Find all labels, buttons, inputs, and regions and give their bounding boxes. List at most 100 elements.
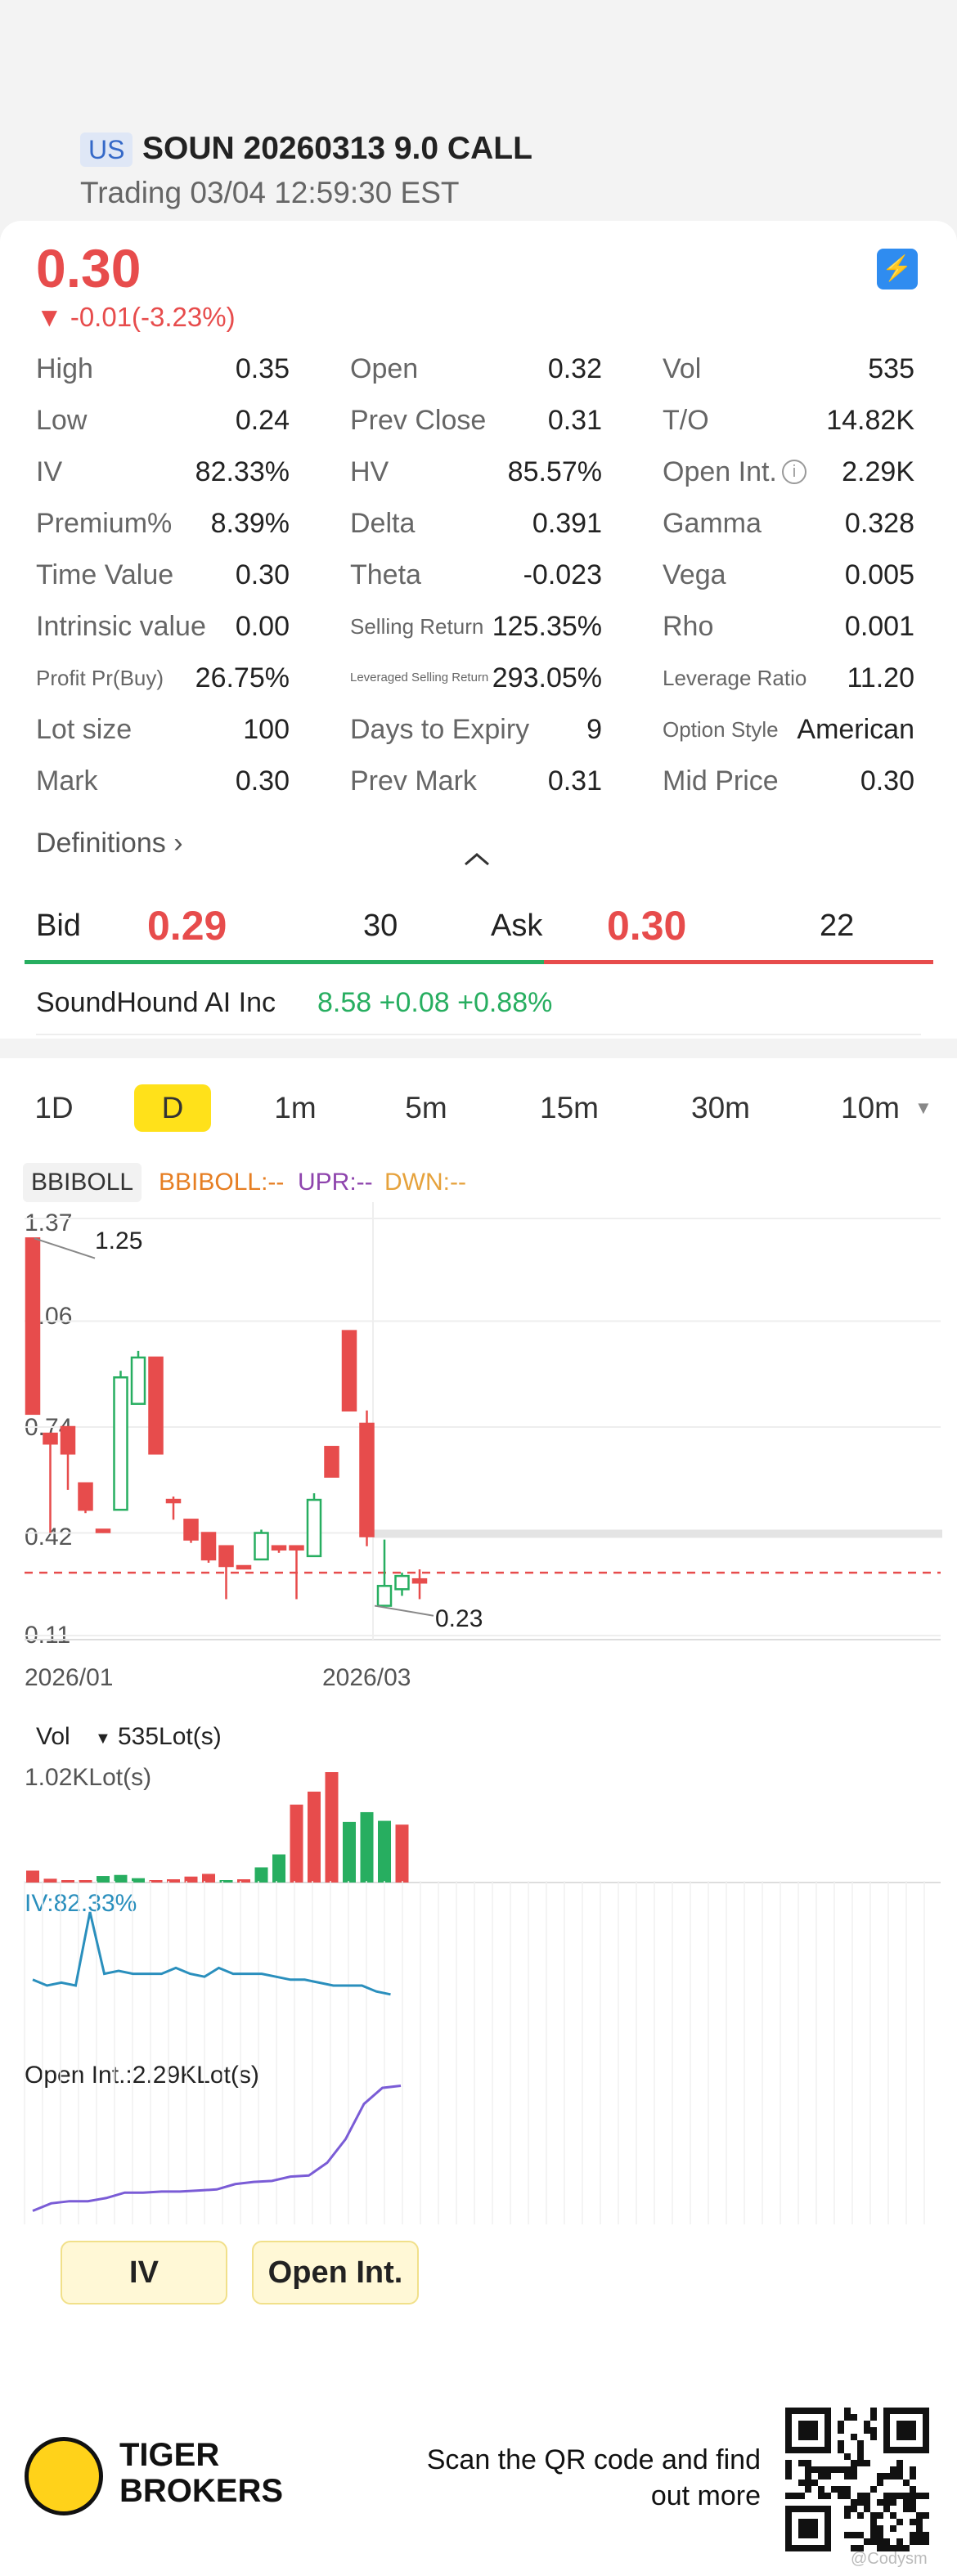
ask-price[interactable]: 0.30	[607, 903, 687, 949]
qr-module	[923, 2512, 929, 2519]
stat-label: Vol	[663, 353, 702, 384]
qr-module	[910, 2519, 916, 2525]
qr-module	[883, 2499, 890, 2506]
volume-label: Vol	[36, 1723, 70, 1750]
stat-label: HV	[350, 456, 389, 487]
price-chart[interactable]	[0, 1194, 957, 1652]
brand-name: TIGER BROKERS	[119, 2437, 283, 2509]
qr-module	[851, 2434, 857, 2440]
qr-module	[890, 2512, 896, 2519]
stat-value: American	[797, 714, 914, 745]
candle-body	[359, 1422, 375, 1537]
qr-module	[890, 2466, 896, 2473]
tab-1d[interactable]: 1D	[34, 1091, 74, 1124]
qr-module	[923, 2493, 929, 2499]
candle-body	[165, 1498, 182, 1504]
info-icon[interactable]: i	[782, 460, 806, 484]
tab-1m[interactable]: 1m	[274, 1091, 317, 1124]
qr-module	[824, 2473, 831, 2480]
bid-price[interactable]: 0.29	[147, 903, 227, 949]
indicator-selector[interactable]: BBIBOLL	[23, 1163, 142, 1202]
qr-module	[877, 2532, 883, 2538]
qr-module	[805, 2486, 811, 2493]
stat-value: 26.75%	[195, 662, 290, 693]
qr-module	[838, 2486, 844, 2493]
bid-size: 30	[363, 909, 398, 943]
qr-module	[851, 2466, 857, 2473]
qr-module	[877, 2473, 883, 2480]
low-marker-line	[374, 1604, 434, 1617]
stat-value: 293.05%	[492, 662, 602, 693]
stat-label[interactable]: Open Int.	[663, 456, 777, 487]
definitions-label: Definitions	[36, 828, 166, 859]
stat-label: Gamma	[663, 508, 762, 539]
qr-module	[798, 2493, 805, 2499]
qr-module	[864, 2506, 870, 2512]
open-interest-button[interactable]: Open Int.	[252, 2241, 419, 2304]
qr-module	[896, 2545, 903, 2551]
qr-module	[857, 2460, 864, 2466]
stat-label: Prev Close	[350, 405, 487, 436]
stat-label: T/O	[663, 405, 709, 436]
qr-module	[838, 2466, 844, 2473]
candle-body	[78, 1482, 93, 1511]
stat-label: Rho	[663, 611, 714, 642]
stat-label: Option Style	[663, 717, 779, 742]
upr-value: UPR:--	[298, 1169, 373, 1196]
stat-value: 0.31	[547, 405, 602, 436]
candle-body	[306, 1498, 322, 1558]
dropdown-icon[interactable]: ▼	[914, 1097, 932, 1118]
stat-label: Open	[350, 353, 419, 384]
volume-chart	[25, 1772, 941, 1883]
candle-body	[271, 1545, 287, 1551]
chevron-up-icon[interactable]	[462, 850, 492, 867]
stat-label: Time Value	[36, 559, 174, 590]
qr-module	[838, 2493, 844, 2499]
qr-module	[896, 2473, 903, 2480]
qr-module	[857, 2545, 864, 2551]
qr-module	[877, 2545, 883, 2551]
volume-bar	[254, 1867, 268, 1883]
iv-button[interactable]: IV	[61, 2241, 227, 2304]
bid-bar	[25, 960, 544, 964]
candle-body	[60, 1425, 76, 1455]
volume-bar	[43, 1878, 57, 1883]
lightning-trade-icon[interactable]: ⚡	[877, 249, 918, 289]
qr-module	[844, 2532, 851, 2538]
tab-d[interactable]: D	[134, 1084, 211, 1132]
qr-module	[864, 2427, 870, 2434]
qr-module	[910, 2506, 916, 2512]
bid-label: Bid	[36, 909, 81, 943]
tab-10m[interactable]: 10m	[841, 1091, 900, 1124]
candle-body	[113, 1376, 128, 1511]
qr-module	[896, 2538, 903, 2545]
dwn-value: DWN:--	[384, 1169, 466, 1196]
qr-module	[824, 2466, 831, 2473]
stat-label: Prev Mark	[350, 765, 477, 797]
qr-module	[910, 2473, 916, 2480]
volume-bar	[360, 1811, 374, 1883]
stat-label: Lot size	[36, 714, 133, 745]
qr-module	[792, 2493, 798, 2499]
tab-30m[interactable]: 30m	[691, 1091, 750, 1124]
qr-module	[916, 2525, 923, 2532]
qr-module	[870, 2525, 877, 2532]
last-price: 0.30	[36, 238, 142, 298]
volume-bar	[395, 1824, 409, 1883]
tab-15m[interactable]: 15m	[540, 1091, 599, 1124]
definitions-link[interactable]: Definitions ›	[36, 824, 183, 862]
tab-5m[interactable]: 5m	[405, 1091, 447, 1124]
volume-bar	[184, 1876, 198, 1883]
qr-module	[877, 2480, 883, 2486]
caret-down-icon[interactable]: ▼	[95, 1730, 111, 1748]
qr-module	[785, 2473, 792, 2480]
stat-label: Leveraged Selling Return	[350, 671, 489, 684]
quote-card	[0, 221, 957, 1039]
qr-module	[916, 2519, 923, 2525]
qr-module	[870, 2427, 877, 2434]
underlying-name[interactable]: SoundHound AI Inc	[36, 987, 276, 1018]
qr-module	[838, 2427, 844, 2434]
volume-bar	[97, 1876, 110, 1883]
candle-body	[25, 1237, 41, 1416]
qr-module	[844, 2466, 851, 2473]
